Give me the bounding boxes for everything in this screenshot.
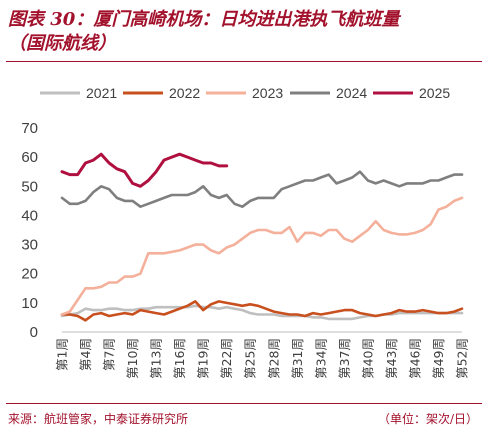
y-tick-label: 0 <box>30 324 38 341</box>
x-tick-label: 第28周 <box>266 338 281 379</box>
x-tick-label: 第25周 <box>243 338 258 379</box>
chart-title: 图表 30：厦门高崎机场：日均进出港执飞航班量 （国际航线） <box>8 8 480 56</box>
y-tick-label: 30 <box>21 237 38 254</box>
legend-label-2025: 2025 <box>419 85 450 101</box>
legend-label-2023: 2023 <box>252 85 283 101</box>
series-line-2024 <box>60 170 464 208</box>
x-tick-label: 第37周 <box>337 338 352 379</box>
x-tick-label: 第40周 <box>360 338 375 379</box>
x-tick-label: 第46周 <box>407 338 422 379</box>
x-tick-label: 第22周 <box>219 338 234 379</box>
x-tick-label: 第34周 <box>313 338 328 379</box>
x-tick-label: 第4周 <box>78 338 93 371</box>
source-note: 来源：航班管家，中泰证券研究所 <box>8 412 189 426</box>
x-tick-label: 第1周 <box>55 338 70 371</box>
source-divider <box>6 403 482 404</box>
x-tick-label: 第10周 <box>125 338 140 379</box>
x-tick-label: 第52周 <box>455 338 470 379</box>
y-tick-label: 50 <box>21 178 38 195</box>
y-tick-label: 60 <box>21 149 38 166</box>
legend-label-2024: 2024 <box>336 85 367 101</box>
legend-label-2021: 2021 <box>86 85 117 101</box>
chart-title-line1: 图表 30：厦门高崎机场：日均进出港执飞航班量 <box>8 9 400 30</box>
y-tick-label: 10 <box>21 295 38 312</box>
legend-label-2022: 2022 <box>169 85 200 101</box>
series-line-2021 <box>60 304 464 321</box>
x-tick-label: 第43周 <box>384 338 399 379</box>
title-divider <box>6 61 482 62</box>
x-tick-label: 第19周 <box>196 338 211 379</box>
y-tick-label: 40 <box>21 207 38 224</box>
x-tick-label: 第16周 <box>172 338 187 379</box>
chart-title-line2: （国际航线） <box>8 33 116 54</box>
y-tick-label: 70 <box>21 120 38 137</box>
series-line-2023 <box>60 196 464 316</box>
x-tick-label: 第13周 <box>149 338 164 379</box>
series-line-2022 <box>60 300 464 322</box>
unit-note: （单位：架次/日） <box>377 412 478 426</box>
x-tick-label: 第49周 <box>431 338 446 379</box>
x-tick-label: 第31周 <box>290 338 305 379</box>
y-tick-label: 20 <box>21 266 38 283</box>
x-tick-label: 第7周 <box>102 338 117 371</box>
series-line-2025 <box>60 152 229 188</box>
